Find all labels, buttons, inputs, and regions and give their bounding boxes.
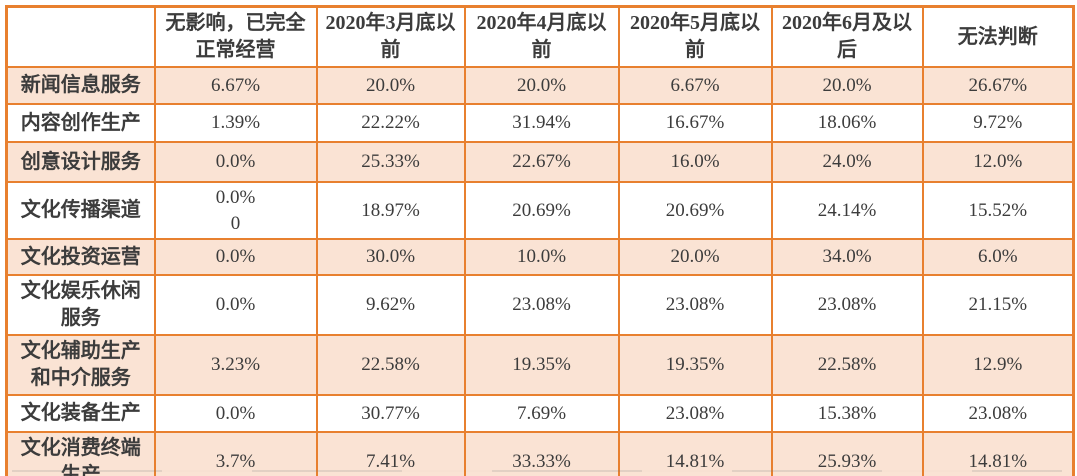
table-cell: 22.67% — [463, 141, 620, 183]
table-cell: 23.08% — [617, 274, 773, 337]
resumption-expectation-table: 无影响，已完全正常经营 2020年3月底以前 2020年4月底以前 2020年5月底以… — [5, 5, 1075, 476]
table-cell: 23.08% — [617, 394, 773, 434]
table-row: 新闻信息服务 6.67% 20.0% 20.0% 6.67% 20.0% 26.67% — [5, 66, 1075, 105]
table-cell: 25.33% — [315, 141, 466, 183]
table-row: 文化消费终端生产 3.7% 7.41% 33.33% 14.81% 25.93% 14.81… — [5, 431, 1075, 476]
table-cell: 21.15% — [921, 274, 1075, 337]
table-row: 文化辅助生产和中介服务 3.23% 22.58% 19.35% 19.35% 22.58%… — [5, 334, 1075, 397]
table-cell: 14.81% — [921, 431, 1075, 476]
table-row: 文化装备生产 0.0% 30.77% 7.69% 23.08% 15.38% 23.08% — [5, 394, 1075, 434]
table-header-row: 无影响，已完全正常经营 2020年3月底以前 2020年4月底以前 2020年5月底以… — [5, 5, 1075, 68]
table-cell: 12.0% — [921, 141, 1075, 183]
table-cell: 20.0% — [770, 66, 924, 105]
table-row: 内容创作生产 1.39% 22.22% 31.94% 16.67% 18.06% 9.72% — [5, 103, 1075, 143]
table-row: 文化投资运营 0.0% 30.0% 10.0% 20.0% 34.0% 6.0% — [5, 238, 1075, 277]
header-row: 无影响，已完全正常经营 2020年3月底以前 2020年4月底以前 2020年5月底以… — [5, 5, 1075, 68]
table-row: 创意设计服务 0.0% 25.33% 22.67% 16.0% 24.0% 12.0% — [5, 141, 1075, 183]
table-cell: 0.0% — [153, 141, 318, 183]
table-cell: 14.81% — [617, 431, 773, 476]
table-cell: 22.22% — [315, 103, 466, 143]
table-cell: 19.35% — [617, 334, 773, 397]
row-label: 文化消费终端生产 — [5, 431, 156, 476]
table-cell: 20.0% — [617, 238, 773, 277]
table-cell: 16.0% — [617, 141, 773, 183]
table-cell: 9.72% — [921, 103, 1075, 143]
table-cell: 24.14% — [770, 180, 924, 241]
table-cell: 25.93% — [770, 431, 924, 476]
row-label: 内容创作生产 — [5, 103, 156, 143]
table-row: 文化传播渠道 0.0% 0 18.97% 20.69% 20.69% 24.14% 15.5… — [5, 180, 1075, 241]
table-cell: 10.0% — [463, 238, 620, 277]
table-cell: 30.0% — [315, 238, 466, 277]
column-header: 无法判断 — [921, 5, 1075, 68]
table-cell: 20.0% — [315, 66, 466, 105]
table-cell: 0.0% — [153, 238, 318, 277]
scan-artifact-line — [12, 470, 1062, 472]
table-cell: 15.52% — [921, 180, 1075, 241]
table-cell: 33.33% — [463, 431, 620, 476]
table-cell: 9.62% — [315, 274, 466, 337]
table-cell: 6.67% — [617, 66, 773, 105]
table-cell: 3.7% — [153, 431, 318, 476]
table-cell: 26.67% — [921, 66, 1075, 105]
table-cell: 1.39% — [153, 103, 318, 143]
table-cell: 7.41% — [315, 431, 466, 476]
column-header: 无影响，已完全正常经营 — [153, 5, 318, 68]
table-cell: 15.38% — [770, 394, 924, 434]
table-row: 文化娱乐休闲服务 0.0% 9.62% 23.08% 23.08% 23.08% 21.15… — [5, 274, 1075, 337]
table-cell: 12.9% — [921, 334, 1075, 397]
table-cell: 20.0% — [463, 66, 620, 105]
table-cell: 18.97% — [315, 180, 466, 241]
table-cell: 31.94% — [463, 103, 620, 143]
table-cell: 7.69% — [463, 394, 620, 434]
table-body: 新闻信息服务 6.67% 20.0% 20.0% 6.67% 20.0% 26.67% 内容创… — [5, 66, 1075, 476]
row-label: 文化装备生产 — [5, 394, 156, 434]
table-cell: 20.69% — [463, 180, 620, 241]
row-label: 文化传播渠道 — [5, 180, 156, 241]
row-label: 新闻信息服务 — [5, 66, 156, 105]
table-cell: 6.0% — [921, 238, 1075, 277]
table-cell: 23.08% — [921, 394, 1075, 434]
table-cell: 34.0% — [770, 238, 924, 277]
column-header: 2020年4月底以前 — [463, 5, 620, 68]
column-header: 2020年3月底以前 — [315, 5, 466, 68]
table-cell: 19.35% — [463, 334, 620, 397]
table-cell: 18.06% — [770, 103, 924, 143]
table-cell: 3.23% — [153, 334, 318, 397]
table-cell: 0.0% — [153, 274, 318, 337]
table-cell: 30.77% — [315, 394, 466, 434]
table-cell: 23.08% — [463, 274, 620, 337]
table-cell: 22.58% — [315, 334, 466, 397]
table-cell: 24.0% — [770, 141, 924, 183]
column-header: 2020年5月底以前 — [617, 5, 773, 68]
column-header: 2020年6月及以后 — [770, 5, 924, 68]
corner-cell — [5, 5, 156, 68]
row-label: 文化投资运营 — [5, 238, 156, 277]
table-cell: 0.0% 0 — [153, 180, 318, 241]
table-cell: 23.08% — [770, 274, 924, 337]
table-cell: 0.0% — [153, 394, 318, 434]
table-cell: 6.67% — [153, 66, 318, 105]
row-label: 文化辅助生产和中介服务 — [5, 334, 156, 397]
table-cell: 16.67% — [617, 103, 773, 143]
table-cell: 20.69% — [617, 180, 773, 241]
row-label: 创意设计服务 — [5, 141, 156, 183]
table-cell: 22.58% — [770, 334, 924, 397]
row-label: 文化娱乐休闲服务 — [5, 274, 156, 337]
